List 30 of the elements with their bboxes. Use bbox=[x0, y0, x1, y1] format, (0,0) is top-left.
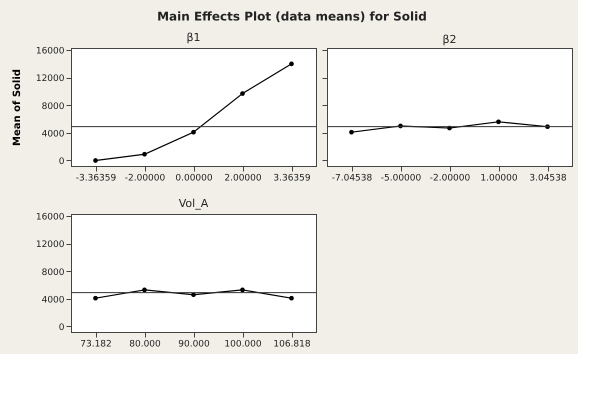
y-tick-label: 12000 bbox=[36, 240, 65, 250]
y-axis-title: Mean of Solid bbox=[12, 69, 23, 146]
x-tick-label: 106.818 bbox=[273, 340, 311, 350]
y-tick-label: 8000 bbox=[42, 102, 65, 112]
x-tick-label: -5.00000 bbox=[380, 174, 422, 184]
x-tick-label: 3.36359 bbox=[273, 174, 311, 184]
chart-title: Main Effects Plot (data means) for Solid bbox=[157, 10, 427, 24]
x-tick-label: 1.00000 bbox=[480, 174, 518, 184]
y-tick-label: 8000 bbox=[42, 268, 65, 278]
x-tick-label: 100.000 bbox=[224, 340, 262, 350]
x-tick-label: 2.00000 bbox=[224, 174, 262, 184]
x-tick-label: 0.00000 bbox=[175, 174, 213, 184]
x-tick-label: -2.00000 bbox=[430, 174, 471, 184]
x-tick-label: 73.182 bbox=[80, 340, 112, 350]
x-tick-label: 3.04538 bbox=[529, 174, 567, 184]
y-tick-label: 0 bbox=[58, 156, 65, 167]
y-tick-label: 4000 bbox=[42, 129, 65, 140]
x-axis-title: Vol_A bbox=[178, 197, 209, 210]
y-tick-label: 16000 bbox=[36, 212, 65, 223]
x-tick-label: -7.04538 bbox=[332, 174, 373, 184]
y-tick-label: 0 bbox=[58, 322, 65, 333]
x-axis-title: β2 bbox=[442, 33, 457, 46]
y-tick-label: 16000 bbox=[36, 46, 65, 57]
x-tick-label: -2.00000 bbox=[124, 174, 166, 184]
x-tick-label: 80.000 bbox=[129, 340, 162, 350]
y-tick-label: 4000 bbox=[42, 295, 65, 306]
x-tick-label: 90.000 bbox=[178, 340, 210, 350]
x-axis-title: β1 bbox=[186, 31, 201, 44]
x-tick-label: -3.36359 bbox=[76, 174, 117, 184]
y-tick-label: 12000 bbox=[36, 74, 65, 84]
